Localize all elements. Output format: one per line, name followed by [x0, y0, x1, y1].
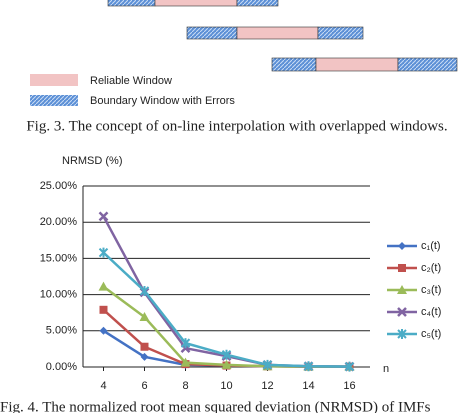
x-tick-label: 12: [261, 380, 273, 392]
caption: Fig. 4. The normalized root mean squared…: [0, 399, 431, 413]
boundary-window: [236, 0, 279, 7]
legend-label: c₃(t): [421, 284, 441, 296]
marker: [180, 338, 191, 349]
marker: [303, 361, 314, 372]
boundary-window: [186, 26, 238, 40]
marker: [98, 247, 109, 258]
boundary-window: [397, 57, 458, 72]
y-tick-label: 5.00%: [46, 325, 77, 337]
marker: [397, 307, 407, 317]
boundary-window: [271, 57, 317, 72]
marker: [98, 211, 109, 222]
marker: [140, 352, 149, 361]
legend-label: c₂(t): [421, 262, 441, 274]
legend-swatch: [30, 95, 78, 106]
y-tick-label: 15.00%: [40, 252, 78, 264]
x-tick-label: 4: [100, 380, 106, 392]
y-tick-label: 20.00%: [40, 216, 78, 228]
marker: [344, 361, 355, 372]
x-tick-label: 8: [182, 380, 188, 392]
legend-label: c₁(t): [421, 240, 441, 252]
reliable-window: [154, 0, 238, 7]
marker: [262, 359, 273, 370]
x-tick-label: 6: [141, 380, 147, 392]
y-axis-label: NRMSD (%): [62, 155, 123, 167]
marker: [99, 326, 108, 335]
marker: [398, 264, 406, 272]
boundary-window: [107, 0, 156, 7]
marker: [221, 349, 232, 360]
marker: [98, 281, 109, 291]
legend-label: c₄(t): [421, 306, 441, 318]
reliable-window: [315, 57, 399, 72]
x-tick-label: 14: [302, 380, 314, 392]
window-diagram: [30, 0, 458, 106]
marker: [221, 359, 232, 369]
marker: [180, 357, 191, 367]
y-tick-label: 25.00%: [40, 180, 78, 192]
marker: [397, 285, 407, 294]
marker: [140, 342, 149, 351]
caption: Fig. 3. The concept of on-line interpola…: [26, 118, 447, 134]
x-tick-label: 10: [220, 380, 232, 392]
marker: [398, 242, 406, 250]
x-axis-label: n: [383, 363, 389, 375]
marker: [397, 329, 407, 339]
y-tick-label: 10.00%: [40, 289, 78, 301]
x-tick-label: 16: [343, 380, 355, 392]
legend-label: c₅(t): [421, 328, 441, 340]
boundary-window: [317, 26, 364, 40]
marker: [139, 285, 150, 296]
y-tick-label: 0.00%: [46, 361, 77, 373]
legend-label: Boundary Window with Errors: [90, 95, 235, 107]
marker: [99, 305, 108, 314]
series-line: [102, 251, 350, 368]
marker: [139, 312, 150, 322]
legend-swatch: [30, 74, 78, 86]
reliable-window: [236, 26, 319, 40]
legend-label: Reliable Window: [90, 75, 172, 87]
